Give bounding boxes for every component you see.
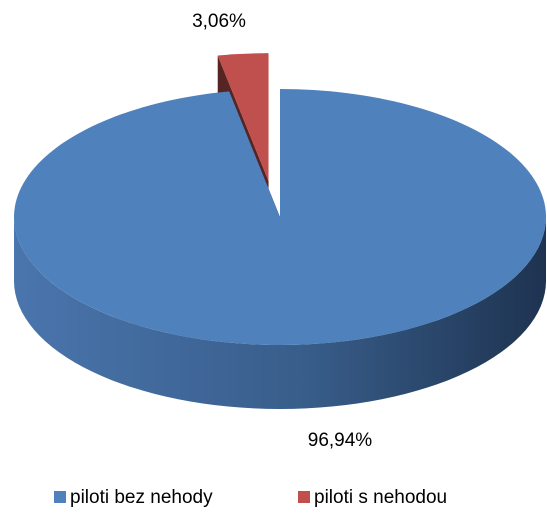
data-label: 3,06% — [192, 11, 246, 32]
pie-slice — [14, 89, 547, 346]
legend-swatch — [54, 491, 66, 503]
legend-label: piloti bez nehody — [70, 487, 213, 508]
pie-slice — [217, 53, 269, 182]
legend-label: piloti s nehodou — [314, 487, 447, 508]
data-label: 96,94% — [308, 430, 373, 451]
legend-swatch — [298, 491, 310, 503]
slice-side — [14, 217, 546, 409]
